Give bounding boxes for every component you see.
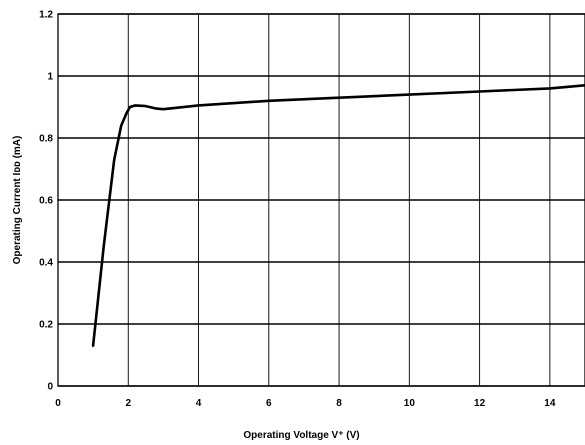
x-tick-label: 0	[55, 398, 61, 409]
x-axis-title: Operating Voltage V⁺ (V)	[243, 430, 359, 441]
ticks: 0 0.2 0.4 0.6 0.8 1 1.2 0 2 4 6 8 10 12 14	[39, 10, 556, 410]
y-tick-label: 0.2	[39, 320, 53, 331]
x-tick-label: 8	[336, 398, 342, 409]
x-tick-label: 4	[196, 398, 202, 409]
x-tick-label: 10	[404, 398, 416, 409]
y-tick-label: 0.8	[39, 134, 53, 145]
y-tick-label: 1.2	[39, 10, 53, 21]
x-tick-label: 2	[125, 398, 131, 409]
y-tick-label: 0	[47, 382, 53, 393]
y-axis-title: Operating Current Iᴅᴅ (mA)	[12, 136, 23, 265]
plot-frame	[57, 13, 585, 387]
x-tick-label: 14	[544, 398, 556, 409]
y-tick-label: 0.4	[39, 258, 53, 269]
y-tick-label: 0.6	[39, 196, 53, 207]
x-tick-label: 12	[474, 398, 486, 409]
x-tick-label: 6	[266, 398, 272, 409]
grid	[58, 13, 585, 387]
series-line	[91, 84, 585, 348]
y-tick-label: 1	[47, 72, 53, 83]
series	[91, 84, 585, 348]
